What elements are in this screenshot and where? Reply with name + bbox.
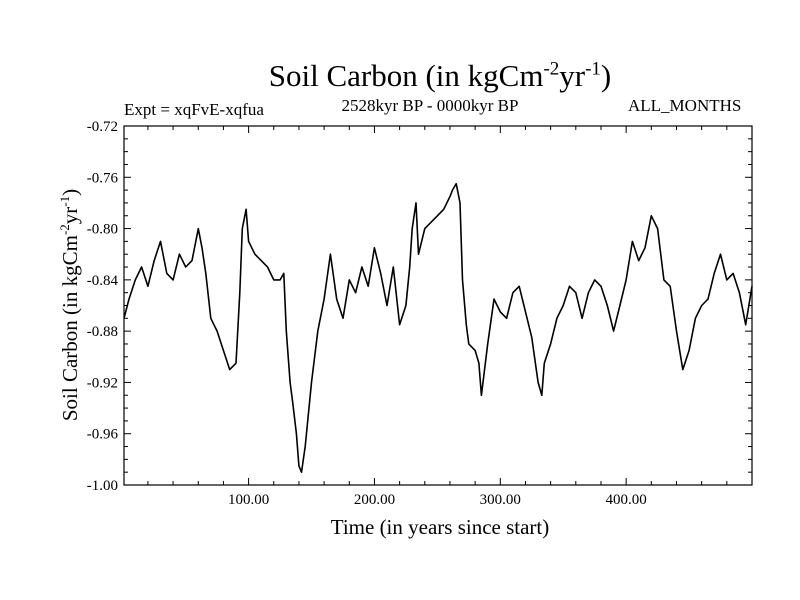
x-tick-label: 100.00 — [228, 492, 269, 508]
x-tick-label: 200.00 — [354, 492, 395, 508]
y-tick-label: -0.84 — [87, 273, 119, 289]
y-tick-label: -1.00 — [87, 478, 118, 494]
chart-title: Soil Carbon (in kgCm-2yr-1) — [268, 58, 612, 93]
y-tick-label: -0.88 — [87, 324, 118, 340]
x-tick-label: 300.00 — [480, 492, 521, 508]
y-tick-label: -0.76 — [87, 170, 119, 186]
months-label: ALL_MONTHS — [628, 96, 742, 115]
plot-frame — [123, 125, 753, 486]
x-axis-label: Time (in years since start) — [330, 515, 550, 539]
y-tick-label: -0.80 — [87, 222, 118, 238]
y-tick-label: -0.92 — [87, 375, 118, 391]
y-tick-label: -0.72 — [87, 119, 118, 135]
experiment-label: Expt = xqFvE-xqfua — [124, 100, 264, 119]
y-tick-label: -0.96 — [87, 427, 119, 443]
period-label: 2528kyr BP - 0000kyr BP — [341, 96, 519, 115]
x-tick-label: 400.00 — [606, 492, 647, 508]
series-line — [123, 182, 753, 474]
